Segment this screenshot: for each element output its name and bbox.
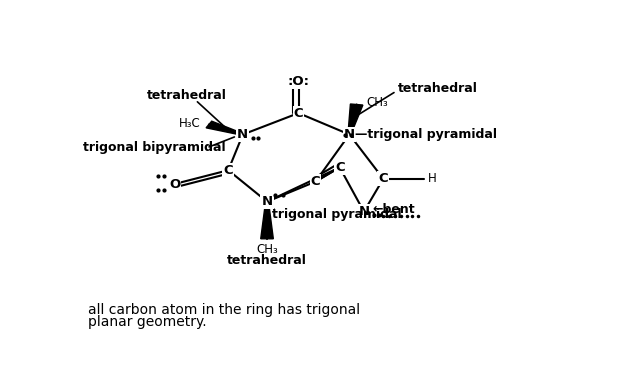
Text: CH₃: CH₃ — [366, 96, 388, 109]
Text: :O:: :O: — [288, 75, 309, 88]
Polygon shape — [348, 104, 363, 135]
Text: trigonal pyramidal: trigonal pyramidal — [272, 208, 401, 221]
Text: tetrahedral: tetrahedral — [398, 82, 478, 95]
Text: N: N — [238, 128, 248, 141]
Polygon shape — [261, 202, 273, 239]
Text: O: O — [169, 178, 181, 191]
Text: H: H — [428, 172, 437, 185]
Text: ←bent: ←bent — [372, 203, 415, 216]
Text: N: N — [358, 205, 369, 218]
Text: C: C — [335, 161, 344, 174]
Text: N: N — [261, 195, 272, 208]
Text: C: C — [311, 175, 320, 188]
Text: H₃C: H₃C — [179, 116, 200, 129]
Text: —trigonal pyramidal: —trigonal pyramidal — [355, 128, 498, 141]
Text: CH₃: CH₃ — [256, 243, 278, 256]
Text: all carbon atom in the ring has trigonal: all carbon atom in the ring has trigonal — [88, 303, 360, 317]
Text: planar geometry.: planar geometry. — [88, 315, 206, 329]
Polygon shape — [206, 121, 244, 135]
Text: C: C — [379, 172, 388, 185]
Text: trigonal bipyramidal: trigonal bipyramidal — [83, 141, 226, 154]
Text: tetrahedral: tetrahedral — [147, 89, 227, 102]
Text: C: C — [224, 164, 233, 177]
Text: C: C — [294, 106, 303, 119]
Text: tetrahedral: tetrahedral — [227, 254, 307, 267]
Text: N: N — [344, 128, 355, 141]
